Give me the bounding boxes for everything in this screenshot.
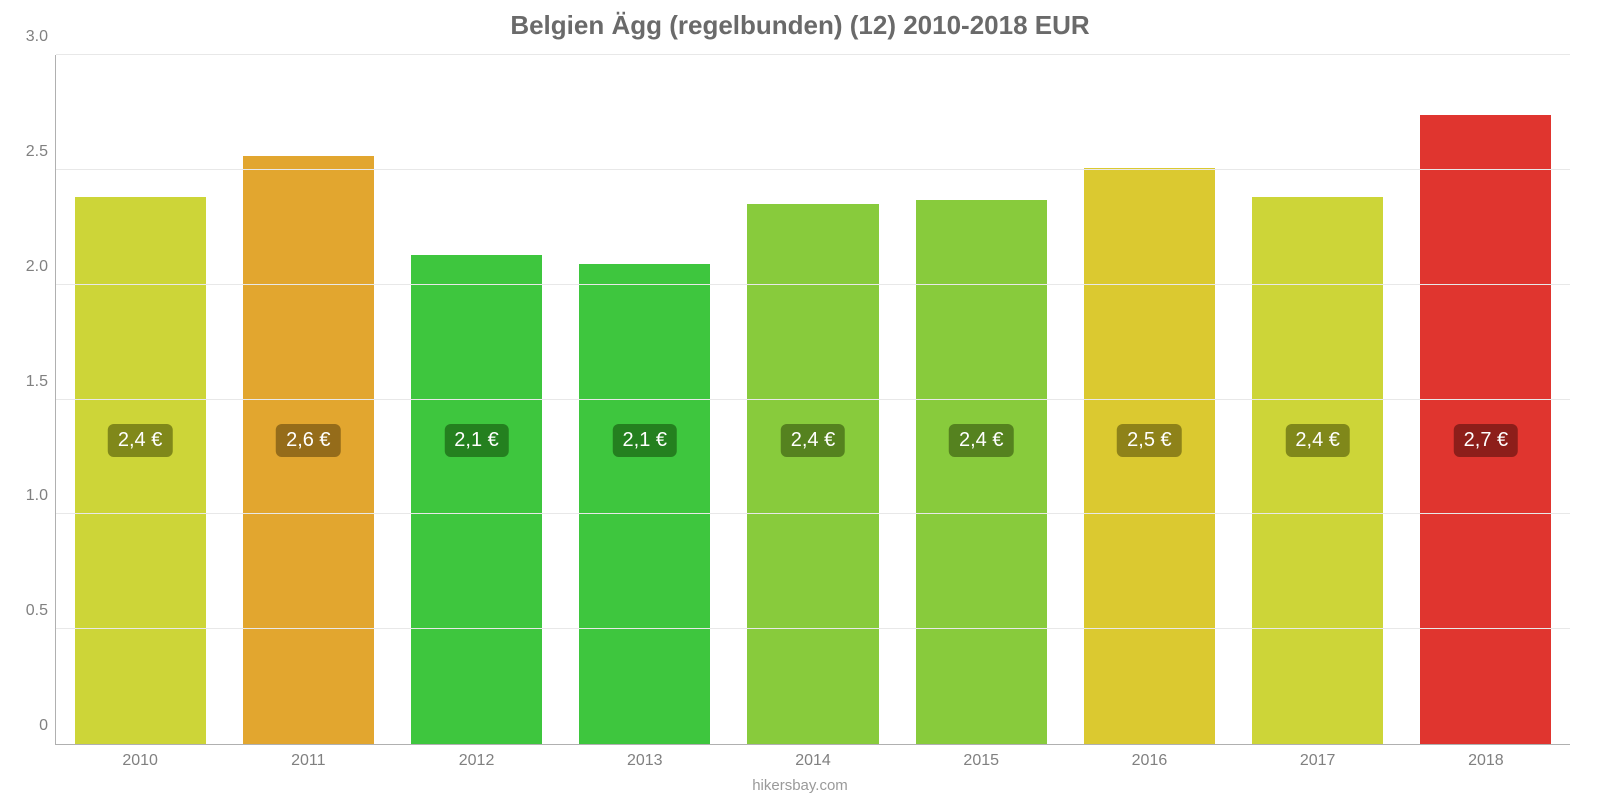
bar-value-label: 2,4 €: [1285, 424, 1349, 457]
gridline: [56, 513, 1570, 514]
xtick-label: 2015: [963, 752, 999, 770]
chart-title: Belgien Ägg (regelbunden) (12) 2010-2018…: [0, 10, 1600, 41]
bar: 2,7 €: [1420, 115, 1551, 744]
bar: 2,1 €: [579, 264, 710, 744]
bar-value-label: 2,6 €: [276, 424, 340, 457]
ytick-label: 2.5: [26, 143, 48, 161]
bar: 2,1 €: [411, 255, 542, 744]
gridline: [56, 169, 1570, 170]
xtick-label: 2011: [291, 752, 325, 770]
plot-area: 2,4 € 2,6 € 2,1 € 2,1 € 2,4 € 2,4 € 2,5 € 2,4 €…: [55, 55, 1570, 745]
bar-value-label: 2,5 €: [1117, 424, 1181, 457]
gridline: [56, 628, 1570, 629]
bar: 2,4 €: [747, 204, 878, 744]
xtick-label: 2018: [1468, 752, 1504, 770]
xtick-label: 2013: [627, 752, 663, 770]
bar-value-label: 2,4 €: [949, 424, 1013, 457]
bar-value-label: 2,4 €: [781, 424, 845, 457]
gridline: [56, 399, 1570, 400]
chart-container: Belgien Ägg (regelbunden) (12) 2010-2018…: [0, 0, 1600, 800]
bar-value-label: 2,7 €: [1454, 424, 1518, 457]
xtick-label: 2010: [122, 752, 158, 770]
bar: 2,4 €: [75, 197, 206, 744]
ytick-label: 0: [39, 717, 48, 735]
bar-value-label: 2,1 €: [613, 424, 677, 457]
bar: 2,6 €: [243, 156, 374, 744]
gridline: [56, 54, 1570, 55]
ytick-label: 2.0: [26, 258, 48, 276]
ytick-label: 1.0: [26, 487, 48, 505]
bars-layer: 2,4 € 2,6 € 2,1 € 2,1 € 2,4 € 2,4 € 2,5 € 2,4 €…: [56, 55, 1570, 744]
ytick-label: 3.0: [26, 28, 48, 46]
ytick-label: 1.5: [26, 373, 48, 391]
bar: 2,4 €: [916, 200, 1047, 744]
ytick-label: 0.5: [26, 602, 48, 620]
bar-value-label: 2,1 €: [444, 424, 508, 457]
bar: 2,4 €: [1252, 197, 1383, 744]
xtick-label: 2016: [1132, 752, 1168, 770]
gridline: [56, 284, 1570, 285]
bar: 2,5 €: [1084, 168, 1215, 744]
credit-text: hikersbay.com: [0, 777, 1600, 794]
xtick-label: 2012: [459, 752, 495, 770]
xtick-label: 2017: [1300, 752, 1336, 770]
bar-value-label: 2,4 €: [108, 424, 172, 457]
xtick-label: 2014: [795, 752, 831, 770]
